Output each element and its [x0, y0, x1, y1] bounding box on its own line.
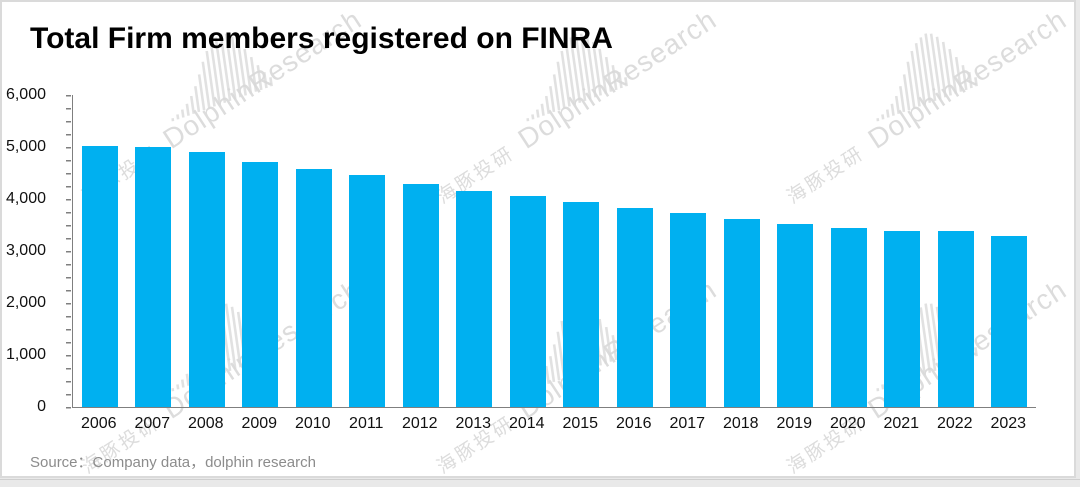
bar-slot	[662, 95, 716, 407]
bar-slot	[448, 95, 502, 407]
bar-2009	[242, 161, 279, 407]
bar-2012	[402, 183, 439, 407]
bar-2014	[509, 195, 546, 407]
bar-2019	[777, 224, 814, 407]
x-tick-label-2015: 2015	[562, 415, 599, 432]
bar-2013	[456, 191, 493, 407]
x-tick-label-2021: 2021	[883, 415, 920, 432]
bar-slot	[769, 95, 823, 407]
x-tick-label-2017: 2017	[669, 415, 706, 432]
bar-slot	[234, 95, 288, 407]
bar-2021	[884, 230, 921, 407]
x-tick-label-2014: 2014	[508, 415, 545, 432]
bar-slot	[73, 95, 127, 407]
bar-2022	[937, 231, 974, 407]
bar-slot	[876, 95, 930, 407]
bar-slot	[929, 95, 983, 407]
source-note: Source：Company data，dolphin research	[30, 454, 316, 471]
bar-slot	[822, 95, 876, 407]
bar-slot	[555, 95, 609, 407]
y-tick-label-5000: 5,000	[5, 138, 46, 155]
bar-2007	[135, 146, 172, 407]
bar-2008	[188, 152, 225, 407]
y-tick-label-1000: 1,000	[5, 346, 46, 363]
bar-slot	[501, 95, 555, 407]
chart-content: Total Firm members registered on FINRA 6…	[2, 2, 1074, 476]
x-tick-label-2011: 2011	[349, 415, 384, 432]
y-tick-label-3000: 3,000	[5, 242, 46, 259]
bar-slot	[180, 95, 234, 407]
bar-2011	[349, 175, 386, 407]
y-tick-label-6000: 6,000	[5, 86, 46, 103]
x-tick-label-2012: 2012	[401, 415, 438, 432]
bar-2010	[295, 168, 332, 407]
bar-slot	[341, 95, 395, 407]
x-tick-label-2016: 2016	[615, 415, 652, 432]
bar-slot	[394, 95, 448, 407]
x-tick-label-2020: 2020	[829, 415, 866, 432]
bar-2006	[81, 145, 118, 407]
y-tick-label-0: 0	[37, 398, 46, 415]
y-axis-labels: 6,000 5,000 4,000 3,000 2,000 1,000 0	[2, 86, 54, 415]
bar-slot	[127, 95, 181, 407]
chart-title: Total Firm members registered on FINRA	[30, 22, 613, 55]
bars	[73, 95, 1036, 407]
bar-2023	[991, 235, 1028, 407]
x-tick-label-2018: 2018	[722, 415, 759, 432]
bar-2017	[670, 213, 707, 407]
bar-2015	[563, 201, 600, 407]
y-tick-label-4000: 4,000	[5, 190, 46, 207]
chart-card: 海豚投研DolphinResearch 海豚投研DolphinResearch 海豚…	[0, 0, 1076, 478]
x-tick-label-2022: 2022	[936, 415, 973, 432]
x-tick-label-2006: 2006	[80, 415, 117, 432]
bar-slot	[715, 95, 769, 407]
bar-2016	[616, 207, 653, 407]
x-tick-label-2019: 2019	[776, 415, 813, 432]
bar-slot	[287, 95, 341, 407]
bar-2018	[723, 219, 760, 407]
x-tick-label-2023: 2023	[990, 415, 1027, 432]
x-tick-label-2008: 2008	[187, 415, 224, 432]
y-tick-label-2000: 2,000	[5, 294, 46, 311]
bar-2020	[830, 228, 867, 407]
plot-area	[66, 95, 1036, 409]
x-axis-labels: 2006 2007 2008 2009 2010 2011 2012 2013 2014 2015…	[72, 415, 1035, 433]
x-tick-label-2007: 2007	[134, 415, 171, 432]
bottom-strip	[0, 479, 1080, 487]
x-tick-label-2013: 2013	[455, 415, 492, 432]
bar-slot	[983, 95, 1037, 407]
bar-slot	[608, 95, 662, 407]
y-axis-ticks	[66, 95, 71, 409]
x-tick-label-2010: 2010	[294, 415, 331, 432]
x-tick-label-2009: 2009	[241, 415, 278, 432]
